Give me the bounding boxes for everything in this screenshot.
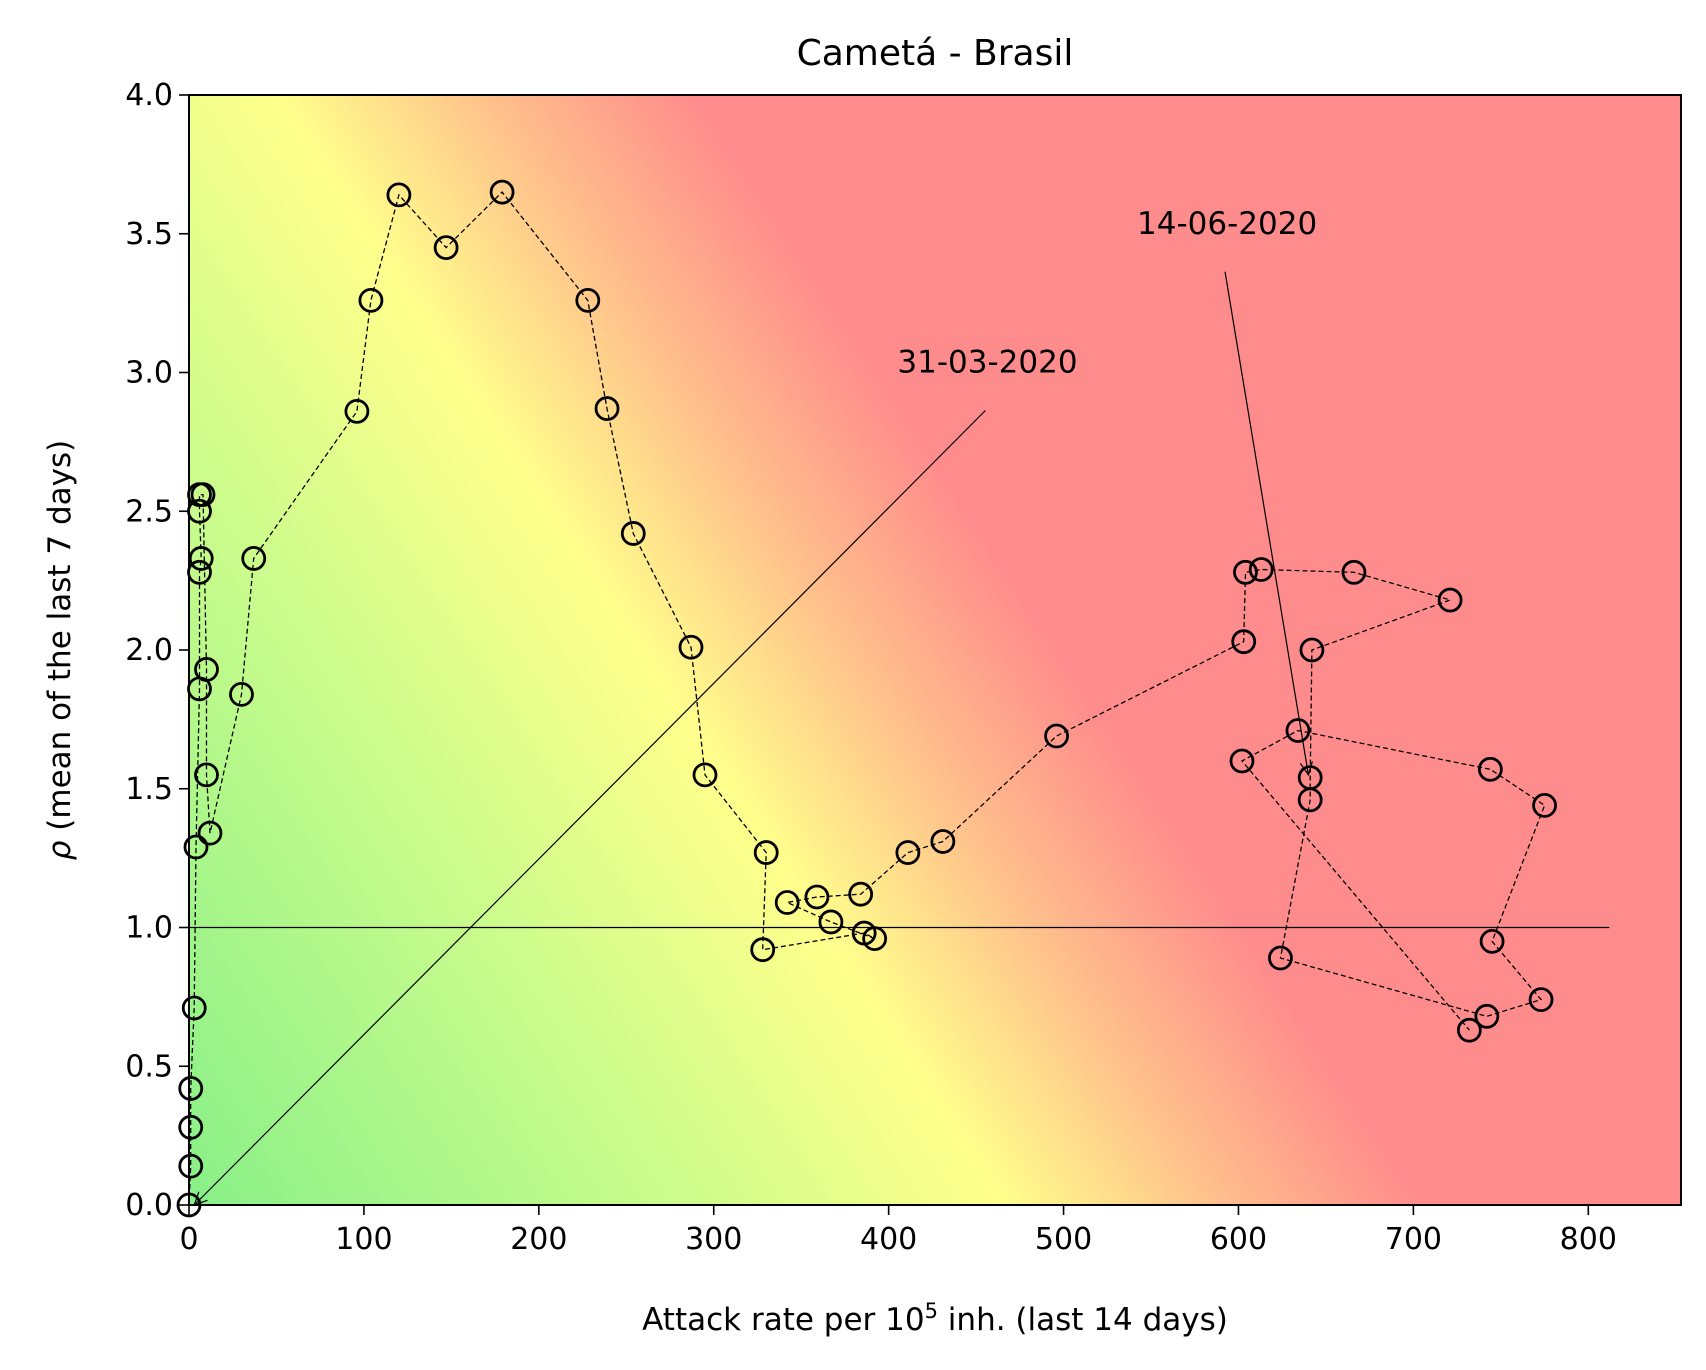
- data-point: [197, 820, 223, 846]
- x-axis-label: Attack rate per 105 inh. (last 14 days): [642, 1299, 1228, 1338]
- x-tick-label: 600: [1210, 1222, 1267, 1257]
- data-point: [750, 937, 776, 963]
- data-point: [848, 881, 874, 907]
- x-tick-label: 0: [179, 1222, 198, 1257]
- y-axis-label-text: (mean of the last 7 days): [42, 440, 78, 841]
- data-point: [753, 840, 779, 865]
- data-point: [1248, 557, 1274, 582]
- x-tick-label: 400: [860, 1222, 917, 1257]
- series-line: [189, 191, 1546, 1205]
- data-point: [188, 546, 214, 571]
- y-tick-label: 3.5: [125, 217, 173, 252]
- chart-title: Cametá - Brasil: [797, 33, 1074, 74]
- x-tick-label: 300: [685, 1222, 742, 1257]
- plot-background: [189, 95, 1681, 1205]
- y-tick-label: 2.0: [125, 633, 173, 668]
- x-tick-label: 700: [1385, 1222, 1442, 1257]
- data-point: [1229, 748, 1255, 774]
- x-tick-label: 800: [1560, 1222, 1617, 1257]
- data-point: [1528, 987, 1554, 1013]
- data-point: [386, 182, 412, 208]
- annotation-arrow: [193, 410, 986, 1206]
- data-point: [1456, 1017, 1482, 1043]
- data-point: [818, 909, 844, 935]
- data-point: [1285, 718, 1311, 743]
- x-tick-label: 500: [1035, 1222, 1092, 1257]
- x-tick-label: 200: [510, 1222, 567, 1257]
- data-point: [895, 840, 921, 865]
- data-point: [1233, 559, 1258, 585]
- annotation-arrowhead: [1299, 761, 1313, 777]
- data-point: [1474, 1003, 1500, 1029]
- data-point: [1479, 928, 1505, 954]
- data-point: [594, 396, 620, 421]
- data-point: [678, 634, 704, 660]
- data-point: [1268, 945, 1293, 971]
- data-point: [241, 546, 267, 571]
- annotation-label: 31-03-2020: [897, 345, 1077, 381]
- data-point: [620, 521, 646, 546]
- annotation-arrow: [1224, 271, 1310, 775]
- x-axis-label-suffix: inh. (last 14 days): [938, 1302, 1228, 1338]
- data-point: [1044, 723, 1069, 749]
- x-axis-label-sup: 5: [925, 1299, 938, 1323]
- y-axis-label-symbol: ρ: [42, 840, 78, 860]
- y-tick-label: 0.5: [125, 1049, 173, 1084]
- data-point: [804, 884, 830, 910]
- y-tick-label: 0.0: [125, 1188, 173, 1223]
- data-point: [862, 926, 888, 951]
- data-point: [1297, 787, 1323, 813]
- data-point: [433, 235, 459, 261]
- data-point: [178, 1076, 204, 1101]
- data-point: [190, 482, 216, 508]
- data-point: [194, 762, 219, 788]
- y-tick-label: 2.5: [125, 494, 173, 529]
- data-point: [1299, 637, 1325, 663]
- data-point: [489, 179, 515, 205]
- data-point: [1231, 629, 1257, 655]
- data-point: [1477, 756, 1503, 782]
- data-point: [1341, 559, 1367, 585]
- data-point: [344, 398, 370, 424]
- y-tick-label: 3.0: [125, 356, 173, 391]
- data-point: [183, 834, 209, 860]
- data-point: [575, 287, 601, 313]
- data-point: [229, 682, 254, 707]
- data-point: [358, 287, 384, 313]
- data-point: [181, 995, 207, 1021]
- data-point: [178, 1114, 204, 1140]
- data-point: [1437, 587, 1463, 613]
- x-tick-label: 100: [335, 1222, 392, 1257]
- annotation-label: 14-06-2020: [1137, 206, 1317, 242]
- y-tick-label: 4.0: [125, 78, 173, 113]
- data-point: [930, 829, 956, 854]
- data-point: [1532, 793, 1557, 818]
- y-axis-label: ρ (mean of the last 7 days): [42, 440, 78, 860]
- x-axis-label-prefix: Attack rate per 10: [642, 1302, 924, 1338]
- y-tick-label: 1.5: [125, 772, 173, 807]
- data-point: [178, 1153, 204, 1179]
- data-point: [692, 762, 718, 788]
- data-point: [194, 657, 219, 682]
- data-point: [774, 890, 800, 915]
- y-tick-label: 1.0: [125, 911, 173, 946]
